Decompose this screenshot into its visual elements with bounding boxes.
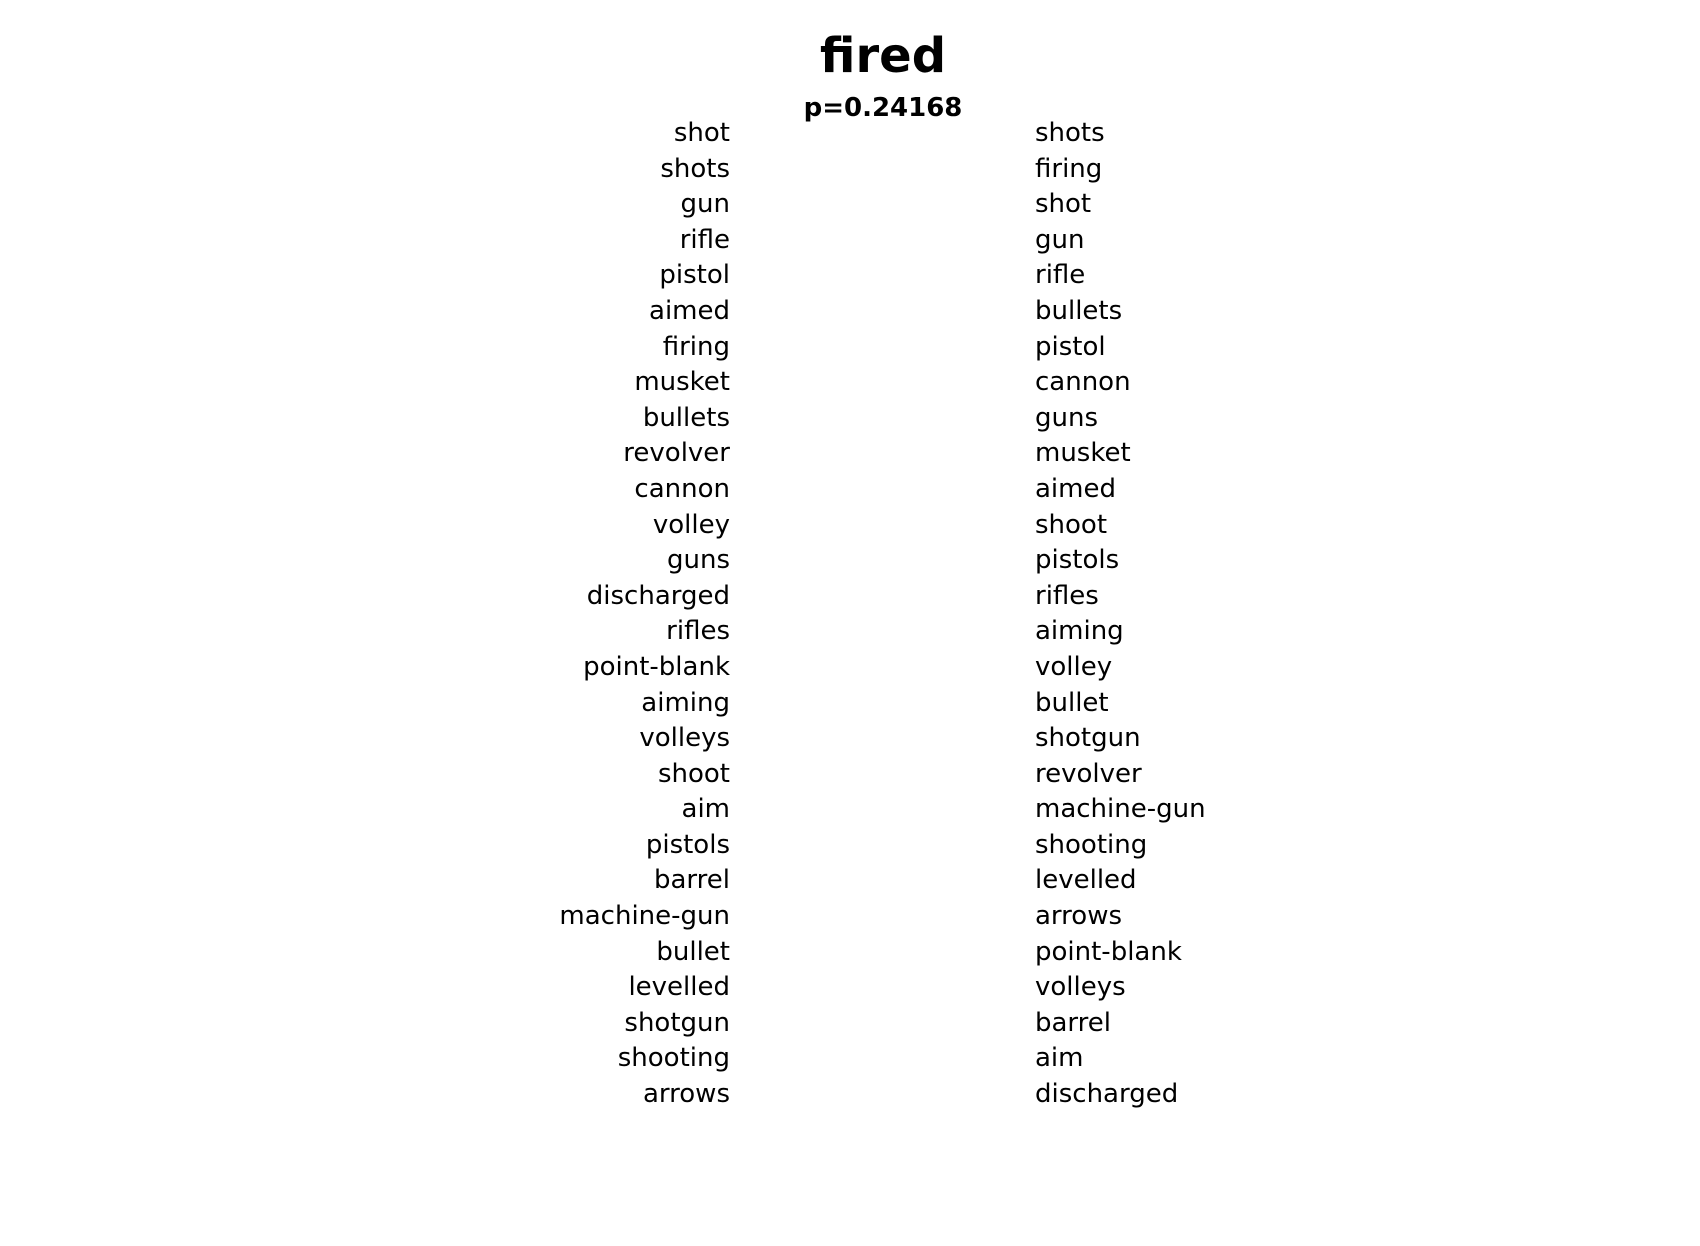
p-value-subtitle: p=0.24168 [803, 93, 963, 123]
left-word-item: aiming [641, 687, 730, 718]
left-word-item: rifles [666, 616, 730, 647]
right-word-item: bullet [1035, 687, 1109, 718]
right-word-item: point-blank [1035, 936, 1182, 967]
right-word-item: pistols [1035, 545, 1120, 576]
left-word-item: shooting [617, 1043, 730, 1074]
right-word-item: shooting [1035, 829, 1148, 860]
right-word-item: cannon [1035, 367, 1131, 398]
right-word-item: pistol [1035, 331, 1106, 362]
right-word-item: musket [1035, 438, 1131, 469]
right-word-item: shoot [1035, 509, 1108, 540]
right-word-list: shots firing shot gun rifle bullets pistol cann… [1035, 116, 1206, 1113]
left-word-item: rifle [679, 224, 730, 255]
left-word-item: pistol [659, 260, 730, 291]
left-word-item: aim [681, 794, 730, 825]
left-word-item: bullets [642, 402, 730, 433]
left-word-item: arrows [642, 1079, 730, 1110]
right-word-item: rifles [1035, 580, 1099, 611]
right-word-item: revolver [1035, 758, 1142, 789]
right-word-item: shots [1035, 118, 1105, 148]
left-word-item: cannon [634, 473, 730, 504]
right-word-item: guns [1035, 402, 1099, 433]
left-word-item: shot [673, 118, 730, 148]
right-word-item: rifle [1035, 260, 1086, 291]
right-word-item: levelled [1035, 865, 1137, 896]
right-word-item: firing [1035, 153, 1103, 184]
right-word-item: barrel [1035, 1007, 1112, 1038]
left-word-item: musket [634, 367, 730, 398]
left-word-item: firing [662, 331, 730, 362]
left-word-item: barrel [653, 865, 730, 896]
right-word-item: volley [1035, 651, 1113, 682]
left-word-item: levelled [628, 972, 730, 1003]
left-word-item: volley [652, 509, 730, 540]
left-word-item: gun [680, 189, 730, 220]
right-word-item: gun [1035, 224, 1085, 255]
right-word-item: volleys [1035, 972, 1126, 1003]
left-word-item: volleys [639, 723, 730, 754]
left-word-item: point-blank [583, 651, 730, 682]
right-word-item: shot [1035, 189, 1092, 220]
left-word-item: pistols [645, 829, 730, 860]
page-title: fired [819, 28, 947, 84]
left-word-item: machine-gun [559, 901, 730, 932]
right-word-item: bullets [1035, 295, 1123, 326]
right-word-item: arrows [1035, 901, 1123, 932]
right-word-item: aiming [1035, 616, 1124, 647]
left-word-list: shot shots gun rifle pistol aimed firing musket… [559, 116, 730, 1113]
left-word-item: shots [660, 153, 730, 184]
left-word-item: shotgun [624, 1007, 730, 1038]
left-word-item: guns [666, 545, 730, 576]
left-word-item: bullet [656, 936, 730, 967]
right-word-item: aim [1035, 1043, 1084, 1074]
right-word-item: discharged [1035, 1079, 1179, 1110]
right-word-item: machine-gun [1035, 794, 1206, 825]
left-word-item: aimed [649, 295, 730, 326]
left-word-item: discharged [586, 580, 730, 611]
left-word-item: shoot [657, 758, 730, 789]
right-word-item: shotgun [1035, 723, 1141, 754]
left-word-item: revolver [623, 438, 730, 469]
right-word-item: aimed [1035, 473, 1116, 504]
